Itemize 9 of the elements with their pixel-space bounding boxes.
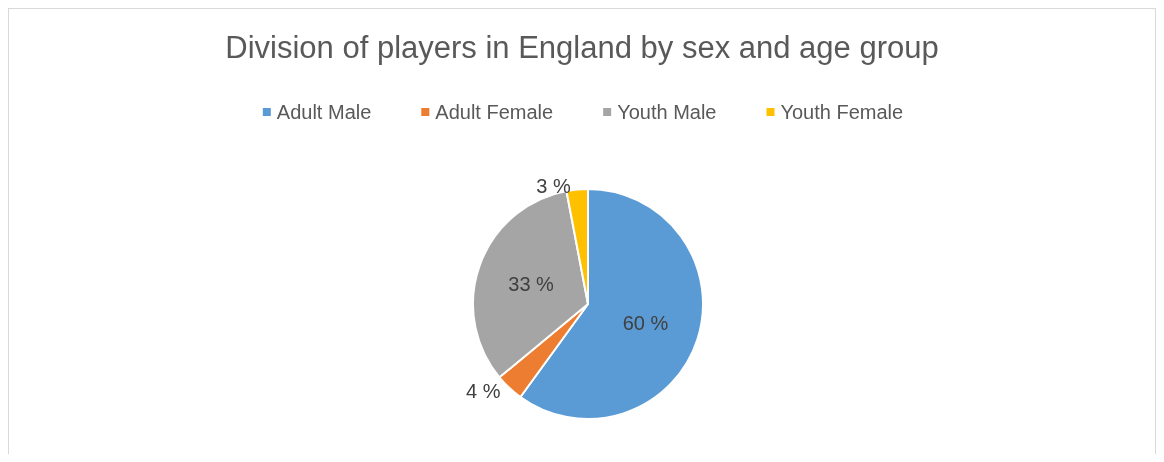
chart-title: Division of players in England by sex and age group [225, 30, 939, 65]
data-label: 3 % [536, 174, 572, 197]
data-label: 33 % [508, 272, 555, 295]
data-label: 60 % [622, 311, 669, 334]
legend-label: Adult Female [435, 101, 554, 123]
legend-label: Youth Male [617, 101, 717, 123]
legend-label: Adult Male [276, 101, 372, 123]
legend-label: Youth Female [780, 101, 904, 123]
data-label: 4 % [466, 379, 501, 402]
